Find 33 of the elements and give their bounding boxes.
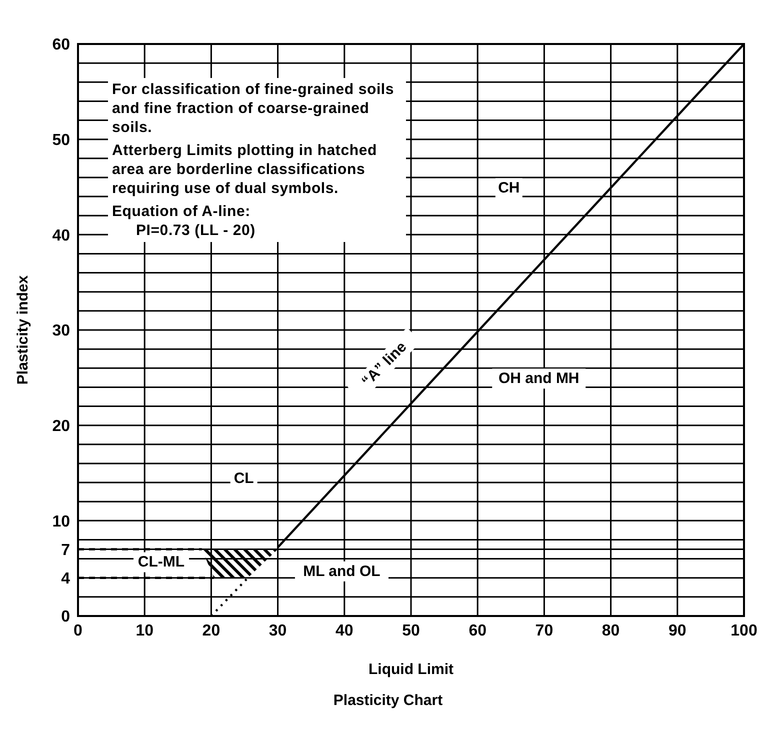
annotation: Equation of A-line: (112, 202, 252, 222)
annotation: Atterberg Limits plotting in hatched area are borderline classifications requiring use of dual symbols. (112, 141, 378, 198)
y-tick-label: 10 (52, 513, 70, 530)
y-tick-label: 20 (52, 418, 70, 436)
x-tick-label: 20 (202, 622, 220, 640)
x-tick-label: 60 (468, 622, 487, 640)
x-tick-label: 100 (730, 622, 758, 640)
annotation: For classification of fine-grained soils and fine fraction of coarse-grained soils. (112, 80, 396, 138)
y-tick-label: 7 (61, 542, 70, 559)
y-axis-title: Plasticity index (14, 274, 32, 385)
annotation: CL-ML (138, 554, 185, 571)
annotation: “A” line (358, 338, 410, 390)
x-tick-label: 90 (668, 622, 686, 640)
annotation: PI=0.73 (LL - 20) (134, 221, 256, 240)
x-tick-label: 70 (535, 622, 554, 640)
x-axis-title: Liquid Limit (368, 661, 454, 678)
x-tick-label: 50 (402, 622, 420, 640)
x-tick-label: 10 (136, 622, 154, 640)
y-tick-label: 4 (61, 570, 70, 588)
annotation: ML and OL (303, 562, 380, 580)
y-tick-label: 30 (52, 322, 70, 340)
x-tick-label: 80 (602, 622, 620, 640)
x-tick-label: 30 (268, 622, 287, 640)
x-tick-label: 40 (336, 622, 354, 640)
y-tick-label: 40 (52, 227, 70, 244)
annotation: CL (234, 470, 254, 488)
text: Plasticity Chart (332, 692, 444, 709)
x-tick-label: 0 (74, 622, 83, 640)
annotation: OH and MH (498, 370, 580, 388)
y-tick-label: 0 (61, 608, 70, 626)
y-tick-label: 60 (52, 36, 70, 54)
annotation: CH (498, 180, 520, 197)
y-tick-label: 50 (52, 132, 70, 150)
